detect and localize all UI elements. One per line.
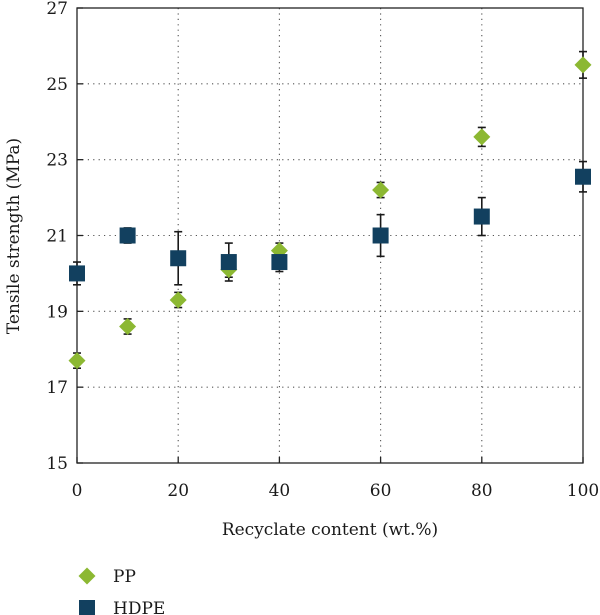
hdpe-point bbox=[271, 254, 288, 271]
x-axis-title: Recyclate content (wt.%) bbox=[222, 520, 438, 540]
data-marks bbox=[68, 56, 592, 370]
hdpe-legend-marker bbox=[79, 600, 95, 615]
pp-point bbox=[574, 56, 592, 74]
y-tick-label: 23 bbox=[46, 151, 68, 171]
pp-legend-marker bbox=[78, 567, 96, 585]
y-tick-label: 27 bbox=[46, 0, 68, 19]
y-axis-title: Tensile strength (MPa) bbox=[4, 138, 24, 334]
hdpe-legend-label: HDPE bbox=[113, 599, 165, 615]
y-tick-label: 17 bbox=[46, 378, 68, 398]
hdpe-point bbox=[575, 168, 591, 185]
hdpe-point bbox=[473, 208, 490, 225]
pp-legend-label: PP bbox=[113, 567, 136, 587]
ticks-layer: 15 17 19 21 23 25 27 0 20 40 60 80 100 bbox=[46, 0, 599, 501]
grid-layer bbox=[77, 8, 583, 463]
x-tick-label: 20 bbox=[167, 481, 189, 501]
x-tick-label: 100 bbox=[567, 481, 599, 501]
hdpe-point bbox=[69, 265, 85, 282]
y-tick-label: 19 bbox=[46, 302, 68, 322]
y-tick-label: 25 bbox=[46, 75, 68, 95]
y-tick-label: 15 bbox=[46, 454, 68, 474]
hdpe-point bbox=[119, 227, 136, 244]
hdpe-point bbox=[372, 227, 389, 244]
error-bars bbox=[73, 50, 587, 370]
pp-point bbox=[68, 352, 86, 370]
pp-point bbox=[169, 291, 187, 309]
y-tick-label: 21 bbox=[46, 227, 68, 247]
hdpe-point bbox=[220, 254, 237, 271]
x-tick-label: 80 bbox=[471, 481, 493, 501]
legend: PP HDPE bbox=[78, 567, 165, 615]
hdpe-point bbox=[170, 250, 187, 267]
pp-point bbox=[119, 318, 137, 335]
x-tick-label: 60 bbox=[370, 481, 392, 501]
x-tick-label: 40 bbox=[269, 481, 291, 501]
x-tick-label: 0 bbox=[72, 481, 83, 501]
pp-point bbox=[473, 128, 491, 146]
pp-point bbox=[372, 181, 390, 199]
plot-frame bbox=[76, 7, 584, 464]
